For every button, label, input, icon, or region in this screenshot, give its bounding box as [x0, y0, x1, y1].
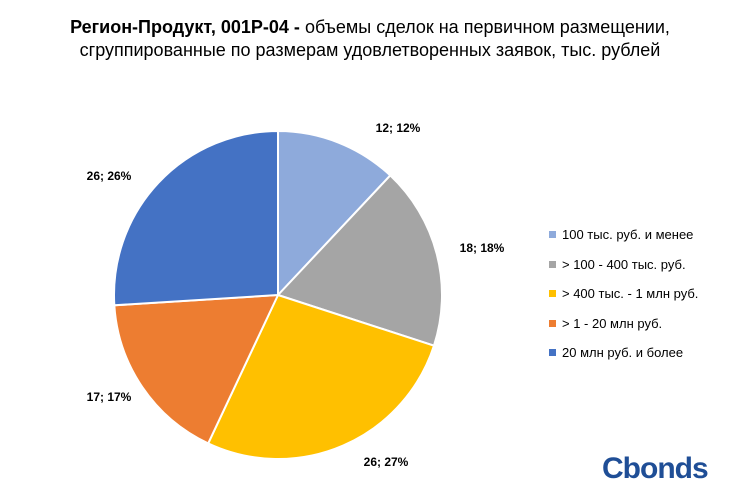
- legend-item: > 100 - 400 тыс. руб.: [549, 250, 698, 280]
- legend-label: 100 тыс. руб. и менее: [562, 227, 694, 243]
- legend-swatch: [549, 319, 556, 327]
- chart-title-bold: Регион-Продукт, 001Р-04 -: [70, 17, 300, 37]
- legend-label: 20 млн руб. и более: [562, 345, 684, 361]
- pie-slice: [276, 174, 443, 347]
- data-label: 17; 17%: [87, 390, 132, 404]
- legend-label: > 400 тыс. - 1 млн руб.: [562, 286, 699, 302]
- data-label: 26; 27%: [364, 455, 409, 469]
- legend-item: 100 тыс. руб. и менее: [549, 220, 698, 250]
- legend-swatch: [549, 290, 556, 298]
- legend-label: > 1 - 20 млн руб.: [562, 315, 663, 331]
- chart-legend: 100 тыс. руб. и менее > 100 - 400 тыс. ру…: [549, 220, 698, 368]
- legend-item: 20 млн руб. и более: [549, 338, 698, 368]
- data-label: 18; 18%: [460, 241, 505, 255]
- legend-swatch: [549, 260, 556, 268]
- legend-item: > 400 тыс. - 1 млн руб.: [549, 279, 698, 309]
- pie-slice: [206, 293, 436, 460]
- data-label: 12; 12%: [376, 121, 421, 135]
- chart-title-rest: объемы сделок на первичном размещении, с…: [79, 17, 670, 60]
- legend-item: > 1 - 20 млн руб.: [549, 309, 698, 339]
- data-label: 26; 26%: [87, 169, 132, 183]
- cbonds-logo: Cbonds: [602, 452, 709, 485]
- legend-swatch: [549, 231, 556, 239]
- pie-slice: [277, 129, 392, 298]
- legend-label: > 100 - 400 тыс. руб.: [562, 256, 686, 272]
- chart-title: Регион-Продукт, 001Р-04 - объемы сделок …: [60, 16, 680, 62]
- pie-slice: [113, 293, 280, 445]
- pie-slice: [113, 129, 279, 307]
- legend-swatch: [549, 349, 556, 357]
